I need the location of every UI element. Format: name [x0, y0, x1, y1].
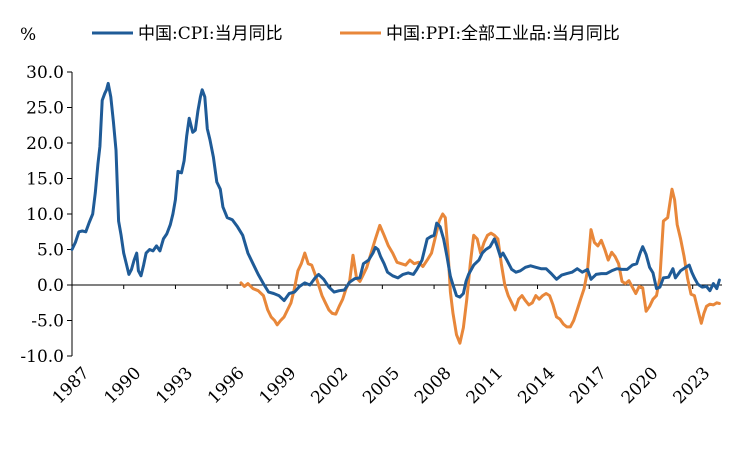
series-line-cpi: [70, 81, 721, 303]
y-tick-label: 20.0: [26, 134, 64, 154]
y-axis-unit-label: %: [20, 25, 36, 45]
x-tick-label: 2002: [307, 363, 352, 408]
y-tick-label: -10.0: [20, 347, 64, 367]
legend-cpi-label: 中国:CPI:当月同比: [138, 24, 283, 44]
x-tick-label: 1987: [49, 363, 94, 408]
x-axis: 1987 1990 1993 1996 1999 2002 2005 2008 2011 2014…: [49, 284, 722, 408]
legend-ppi-label: 中国:PPI:全部工业品:当月同比: [386, 24, 620, 44]
y-axis: 30.0 25.0 20.0 15.0 10.0 5.0 0.0 -5.0 -10.0: [20, 63, 73, 367]
y-tick-label: 15.0: [26, 170, 64, 190]
y-tick-label: -5.0: [31, 312, 64, 332]
x-tick-label: 1999: [256, 363, 301, 408]
x-tick-label: 2014: [514, 363, 559, 408]
x-tick-label: 1993: [152, 363, 197, 408]
series-layer: [70, 81, 721, 345]
x-tick-label: 2017: [566, 363, 611, 408]
x-tick-label: 1990: [101, 363, 146, 408]
y-tick-label: 10.0: [26, 205, 64, 225]
x-tick-label: 2020: [618, 363, 663, 408]
x-tick-label: 2005: [359, 363, 404, 408]
y-tick-label: 30.0: [26, 63, 64, 83]
y-tick-label: 25.0: [26, 99, 64, 119]
x-tick-label: 2008: [411, 363, 456, 408]
series-line-ppi: [239, 187, 721, 345]
x-tick-label: 1996: [204, 363, 249, 408]
legend: 中国:CPI:当月同比 中国:PPI:全部工业品:当月同比: [92, 24, 620, 44]
y-tick-label: 5.0: [37, 241, 64, 261]
x-tick-label: 2011: [463, 363, 508, 408]
x-tick-label: 2023: [669, 363, 714, 408]
y-tick-label: 0.0: [37, 276, 64, 296]
